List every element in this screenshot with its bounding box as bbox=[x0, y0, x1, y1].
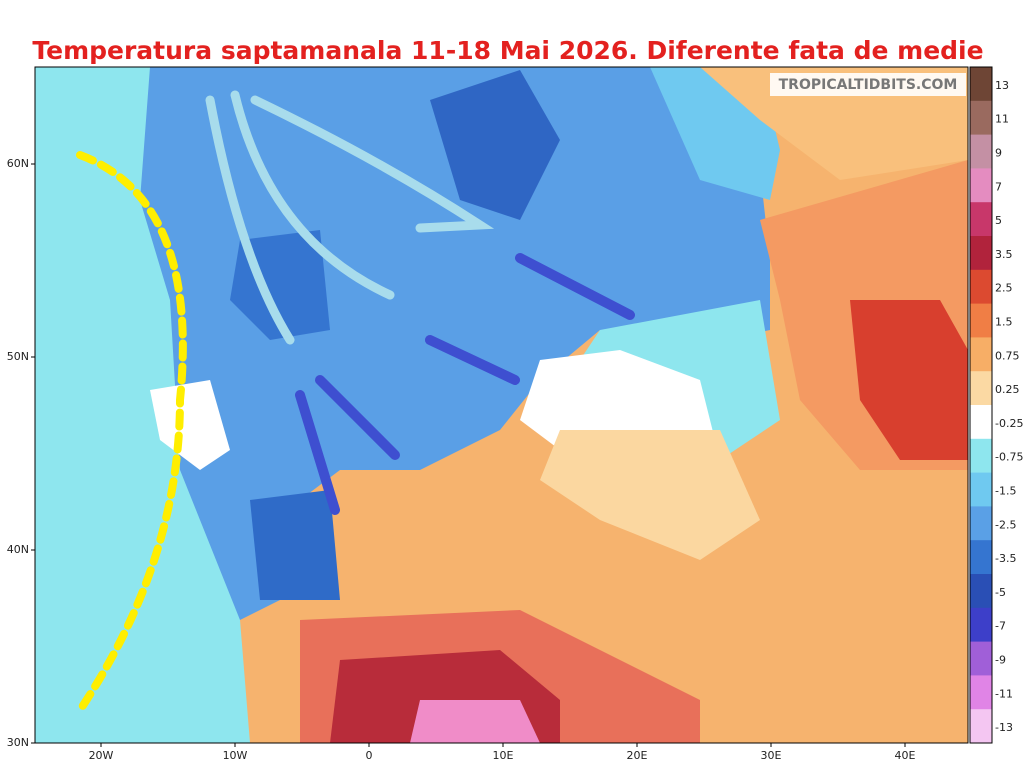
lat-label: 50N bbox=[7, 350, 29, 363]
colorbar-label: -5 bbox=[995, 586, 1006, 599]
lon-label: 20E bbox=[627, 749, 648, 762]
colorbar-label: -7 bbox=[995, 620, 1006, 633]
credit: TROPICALTIDBITS.COM bbox=[779, 77, 958, 93]
credit-box bbox=[770, 73, 966, 96]
colorbar-swatch bbox=[970, 100, 992, 136]
lon-label: 10W bbox=[223, 749, 248, 762]
colorbar-label: -2.5 bbox=[995, 518, 1016, 531]
colorbar-swatch bbox=[970, 607, 992, 643]
lat-label: 30N bbox=[7, 736, 29, 749]
colorbar-label: -1.5 bbox=[995, 485, 1016, 498]
colorbar-swatch bbox=[970, 236, 992, 271]
colorbar-swatch bbox=[970, 134, 992, 169]
colorbar-swatch bbox=[970, 269, 992, 305]
map-frame bbox=[34, 66, 969, 744]
colorbar-label: 3.5 bbox=[995, 248, 1013, 261]
colorbar-swatch bbox=[970, 303, 992, 338]
colorbar-swatch bbox=[970, 168, 992, 203]
arrows bbox=[76, 90, 635, 714]
lon-label: 20W bbox=[89, 749, 114, 762]
colorbar-label: -0.25 bbox=[995, 417, 1023, 430]
lon-label: 30E bbox=[761, 749, 782, 762]
lat-label: 40N bbox=[7, 543, 29, 556]
colorbar-swatch bbox=[970, 337, 992, 372]
colorbar-label: 7 bbox=[995, 180, 1002, 193]
colorbar-label: 1.5 bbox=[995, 316, 1013, 329]
colorbar-label: 0.25 bbox=[995, 383, 1020, 396]
colorbar-label: -3.5 bbox=[995, 552, 1016, 565]
colorbar-swatch bbox=[970, 405, 992, 440]
colorbar: 13 11 9 7 5 3.5 2.5 1.5 0.75 0.25 -0.25 -0.75 -1.5 -2… bbox=[969, 66, 1023, 744]
colorbar-label: 13 bbox=[995, 79, 1009, 92]
map bbox=[35, 67, 968, 743]
colorbar-frame bbox=[969, 66, 993, 744]
colorbar-swatch bbox=[970, 506, 992, 541]
title: Temperatura saptamanala 11-18 Mai 2026. … bbox=[32, 36, 983, 65]
lon-label: 40E bbox=[895, 749, 916, 762]
colorbar-label: 0.75 bbox=[995, 349, 1020, 362]
colorbar-label: 5 bbox=[995, 214, 1002, 227]
colorbar-swatch bbox=[970, 540, 992, 575]
axes: 60N 50N 40N 30N 20W 10W 0 10E 20E 30E 40E bbox=[7, 157, 916, 762]
colorbar-swatch bbox=[970, 371, 992, 406]
colorbar-swatch bbox=[970, 641, 992, 676]
colorbar-label: 9 bbox=[995, 147, 1002, 160]
lon-label: 0 bbox=[366, 749, 373, 762]
lon-label: 10E bbox=[493, 749, 514, 762]
colorbar-swatch bbox=[970, 202, 992, 237]
colorbar-swatch bbox=[970, 67, 992, 102]
colorbar-label: 2.5 bbox=[995, 282, 1013, 295]
colorbar-swatch bbox=[970, 675, 992, 710]
colorbar-label: -9 bbox=[995, 654, 1006, 667]
colorbar-swatch bbox=[970, 438, 992, 474]
colorbar-label: -13 bbox=[995, 721, 1013, 734]
colorbar-swatch bbox=[970, 472, 992, 507]
colorbar-label: 11 bbox=[995, 113, 1009, 126]
colorbar-swatch bbox=[970, 574, 992, 609]
colorbar-label: -0.75 bbox=[995, 451, 1023, 464]
colorbar-swatch bbox=[970, 709, 992, 744]
colorbar-label: -11 bbox=[995, 687, 1013, 700]
lat-label: 60N bbox=[7, 157, 29, 170]
